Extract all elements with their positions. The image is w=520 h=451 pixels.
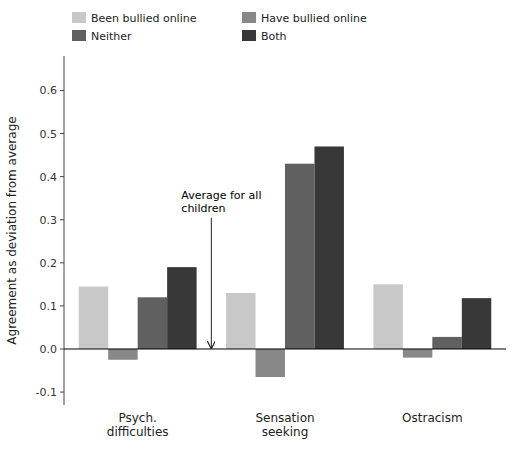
x-tick-label: Ostracism [402, 411, 463, 425]
legend-label: Been bullied online [91, 12, 197, 25]
annotation-arrow [211, 218, 212, 348]
legend-label: Have bullied online [261, 12, 367, 25]
y-tick [60, 133, 64, 134]
y-axis-label: Agreement as deviation from average [5, 116, 19, 344]
bar [226, 293, 255, 349]
y-tick [60, 262, 64, 263]
y-tick [60, 219, 64, 220]
bar [108, 349, 137, 360]
y-tick [60, 392, 64, 393]
bar [79, 287, 108, 349]
bar [167, 267, 196, 349]
legend: Been bullied online Have bullied online Ne… [72, 12, 367, 43]
bars [79, 146, 492, 377]
chart: -0.1 0.0 0.1 0.2 0.3 0.4 0.5 0.6 Agreement as de… [0, 0, 520, 451]
legend-label: Neither [91, 30, 132, 43]
annotation: Average for allchildren [181, 189, 261, 215]
legend-swatch [242, 30, 256, 41]
y-tick-label: 0.3 [40, 214, 58, 227]
y-tick-label: 0.0 [40, 343, 58, 356]
bar [403, 349, 432, 358]
y-tick-label: 0.6 [40, 84, 58, 97]
legend-swatch [72, 12, 86, 23]
bar [432, 337, 461, 349]
bar [256, 349, 285, 377]
y-tick-label: 0.5 [40, 128, 58, 141]
legend-label: Both [261, 30, 287, 43]
legend-swatch [72, 30, 86, 41]
y-tick [60, 348, 64, 349]
y-tick [60, 176, 64, 177]
legend-swatch [242, 12, 256, 23]
bar [314, 146, 343, 349]
bar [138, 297, 167, 349]
bar [462, 298, 491, 349]
y-tick-label: -0.1 [36, 386, 57, 399]
y-tick-label: 0.2 [40, 257, 58, 270]
x-tick-label: Sensationseeking [255, 411, 314, 439]
bar [373, 284, 402, 349]
y-tick [60, 305, 64, 306]
y-tick-label: 0.4 [40, 171, 58, 184]
y-tick-label: 0.1 [40, 300, 58, 313]
bar [285, 164, 314, 349]
zero-line [64, 348, 506, 349]
y-axis-line [64, 56, 65, 405]
x-tick-label: Psych.difficulties [107, 411, 169, 439]
y-tick [60, 90, 64, 91]
